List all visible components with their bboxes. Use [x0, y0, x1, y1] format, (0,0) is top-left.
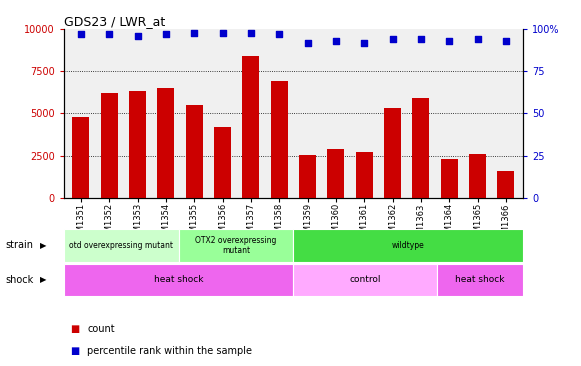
Bar	[64, 264, 293, 296]
Text: wildtype: wildtype	[392, 241, 425, 250]
Bar	[157, 88, 174, 198]
Text: OTX2 overexpressing
mutant: OTX2 overexpressing mutant	[195, 235, 277, 255]
Point	[473, 37, 482, 42]
Bar	[242, 56, 259, 198]
Point	[133, 33, 142, 39]
Point	[360, 40, 369, 46]
Text: control: control	[349, 276, 381, 284]
Text: heat shock: heat shock	[154, 276, 203, 284]
Bar	[497, 171, 514, 198]
Text: strain: strain	[6, 240, 34, 250]
Bar	[293, 229, 523, 262]
Point	[275, 31, 284, 37]
Point	[416, 37, 425, 42]
Bar	[73, 117, 89, 198]
Bar	[299, 155, 316, 198]
Bar	[328, 149, 345, 198]
Point	[105, 31, 114, 37]
Point	[331, 38, 340, 44]
Bar	[101, 93, 118, 198]
Bar	[437, 264, 523, 296]
Point	[218, 30, 227, 36]
Bar	[64, 229, 179, 262]
Bar	[186, 105, 203, 198]
Text: count: count	[87, 324, 115, 335]
Text: ■: ■	[70, 346, 79, 356]
Bar	[441, 159, 458, 198]
Text: ■: ■	[70, 324, 79, 335]
Point	[162, 31, 171, 37]
Text: heat shock: heat shock	[455, 276, 505, 284]
Text: ▶: ▶	[40, 276, 47, 284]
Text: percentile rank within the sample: percentile rank within the sample	[87, 346, 252, 356]
Point	[388, 37, 397, 42]
Text: GDS23 / LWR_at: GDS23 / LWR_at	[64, 15, 165, 28]
Bar	[271, 82, 288, 198]
Point	[76, 31, 85, 37]
Point	[501, 38, 511, 44]
Bar	[413, 98, 429, 198]
Bar	[356, 152, 373, 198]
Bar	[179, 229, 293, 262]
Bar	[293, 264, 437, 296]
Point	[246, 30, 256, 36]
Bar	[384, 108, 401, 198]
Text: otd overexpressing mutant: otd overexpressing mutant	[69, 241, 173, 250]
Point	[444, 38, 454, 44]
Point	[303, 40, 312, 46]
Text: shock: shock	[6, 275, 34, 285]
Text: ▶: ▶	[40, 241, 47, 250]
Point	[189, 30, 199, 36]
Bar	[129, 91, 146, 198]
Bar	[469, 154, 486, 198]
Bar	[214, 127, 231, 198]
